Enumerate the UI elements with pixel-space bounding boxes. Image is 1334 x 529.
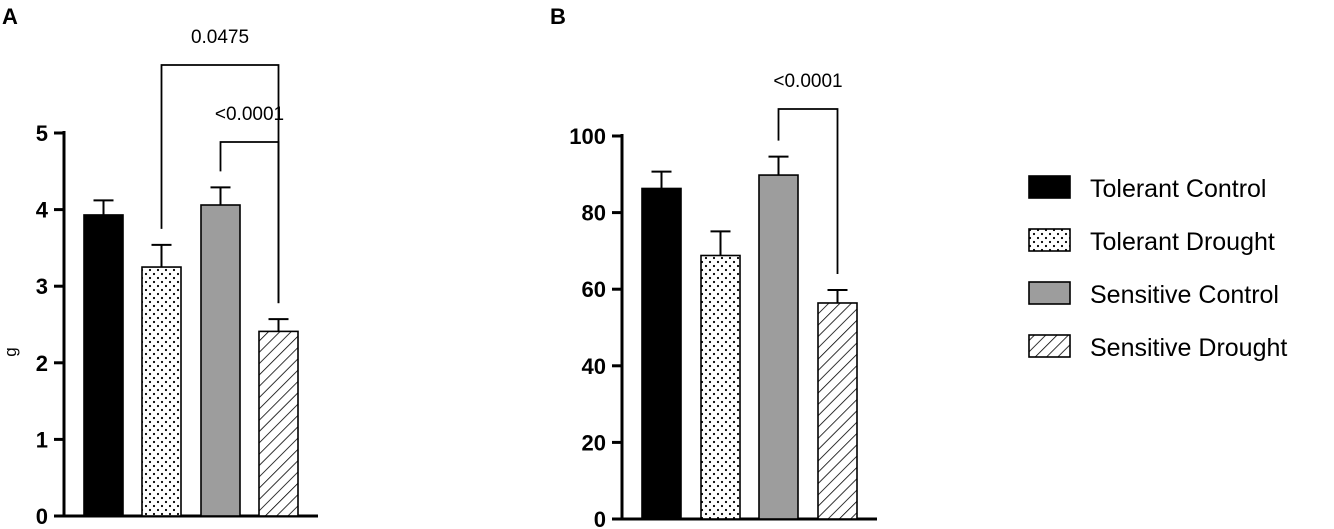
panel-label-b: B — [550, 4, 566, 29]
legend-label: Tolerant Drought — [1090, 228, 1275, 256]
y-tick-label: 2 — [36, 351, 48, 376]
legend-label: Sensitive Control — [1090, 281, 1279, 309]
legend-swatch — [1028, 334, 1071, 358]
y-tick-label: 4 — [36, 198, 49, 223]
p-value-label: <0.0001 — [215, 104, 284, 125]
bar-sensitive-drought — [258, 330, 299, 517]
significance-bracket — [219, 141, 280, 304]
chart-panel-a: 0 1 2 3 4 5 0.0475 <0.0001 — [36, 27, 318, 529]
legend-label: Sensitive Drought — [1090, 334, 1287, 362]
y-tick-label: 5 — [36, 121, 48, 146]
y-axis-label-a: g — [1, 347, 20, 356]
y-tick-label: 40 — [582, 354, 606, 379]
significance-bracket — [777, 108, 839, 274]
y-tick-label: 100 — [569, 124, 606, 149]
bar-sensitive-control — [200, 204, 241, 517]
legend: Tolerant Control Tolerant Drought Sensitiv… — [1028, 175, 1287, 362]
legend-swatch — [1028, 175, 1071, 199]
bar-tolerant-drought — [141, 266, 182, 517]
p-value-label: 0.0475 — [191, 27, 249, 48]
y-tick-label: 3 — [36, 274, 48, 299]
bar-sensitive-control — [758, 174, 799, 520]
panel-label-a: A — [2, 4, 18, 29]
legend-swatch — [1028, 281, 1071, 305]
y-tick-label: 20 — [582, 430, 606, 455]
chart-panel-b: 0 20 40 60 80 100 <0.0001 — [569, 71, 877, 529]
y-tick-label: 80 — [582, 201, 606, 226]
bar-tolerant-drought — [700, 254, 741, 520]
legend-label: Tolerant Control — [1090, 175, 1266, 203]
y-tick-label: 1 — [36, 427, 48, 452]
y-tick-label: 0 — [36, 504, 48, 529]
y-tick-label: 0 — [594, 507, 606, 529]
legend-swatch — [1028, 228, 1071, 252]
y-tick-label: 60 — [582, 277, 606, 302]
bar-tolerant-control — [641, 187, 682, 520]
bar-sensitive-drought — [817, 302, 858, 520]
bar-tolerant-control — [83, 214, 124, 517]
p-value-label: <0.0001 — [773, 71, 842, 92]
